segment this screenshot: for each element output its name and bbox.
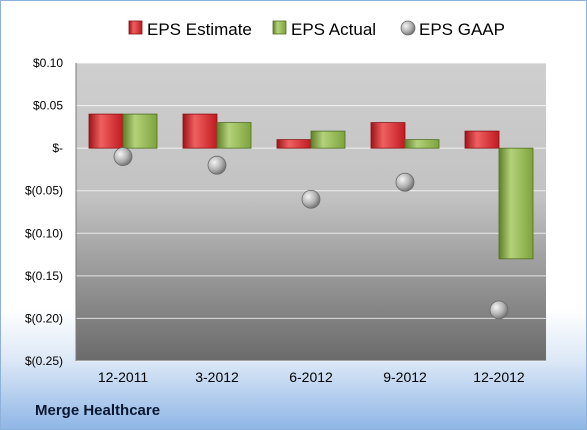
- eps-estimate-bar: [370, 122, 406, 149]
- legend-swatch-gaap: [400, 20, 416, 36]
- eps-gaap-marker: [207, 155, 227, 175]
- x-tick-label: 12-2011: [98, 369, 149, 385]
- legend-swatch-estimate: [128, 20, 143, 35]
- eps-gaap-marker: [395, 172, 415, 192]
- eps-actual-bar: [498, 147, 534, 260]
- y-tick-label: $0.05: [33, 99, 63, 113]
- legend-swatch-actual: [272, 20, 287, 35]
- eps-estimate-bar: [182, 113, 218, 149]
- y-tick-label: $-: [52, 141, 63, 155]
- y-tick-label: $0.10: [33, 56, 63, 70]
- eps-gaap-marker: [489, 300, 509, 320]
- eps-actual-bar: [122, 113, 158, 149]
- eps-estimate-bar: [464, 130, 500, 149]
- y-tick-label: $(0.10): [25, 226, 63, 240]
- x-tick-label: 9-2012: [383, 369, 427, 385]
- y-tick-label: $(0.15): [25, 269, 63, 283]
- x-tick-label: 6-2012: [289, 369, 333, 385]
- legend-label: EPS Actual: [291, 20, 376, 39]
- y-tick-label: $(0.20): [25, 311, 63, 325]
- legend-label: EPS Estimate: [147, 20, 252, 39]
- eps-estimate-bar: [88, 113, 124, 149]
- legend-item: EPS Actual: [272, 20, 376, 39]
- y-tick-label: $(0.05): [25, 184, 63, 198]
- eps-gaap-marker: [301, 189, 321, 209]
- eps-actual-bar: [404, 139, 440, 149]
- legend-item: EPS Estimate: [128, 20, 252, 39]
- legend-label: EPS GAAP: [419, 20, 505, 39]
- eps-gaap-marker: [113, 147, 133, 167]
- eps-actual-bar: [216, 122, 252, 149]
- x-tick-label: 3-2012: [195, 369, 239, 385]
- eps-actual-bar: [310, 130, 346, 149]
- y-tick-label: $(0.25): [25, 354, 63, 368]
- legend-item: EPS GAAP: [400, 20, 505, 39]
- eps-estimate-bar: [276, 139, 312, 149]
- plot-area: [76, 63, 546, 361]
- company-label: Merge Healthcare: [35, 402, 161, 419]
- x-tick-label: 12-2012: [473, 369, 525, 385]
